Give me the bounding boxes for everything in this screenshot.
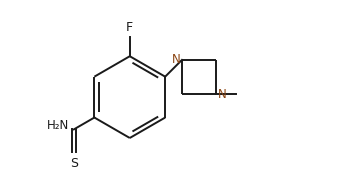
Text: N: N <box>172 53 180 66</box>
Text: S: S <box>70 157 78 170</box>
Text: F: F <box>126 21 133 34</box>
Text: N: N <box>218 88 227 101</box>
Text: H₂N: H₂N <box>47 119 69 132</box>
